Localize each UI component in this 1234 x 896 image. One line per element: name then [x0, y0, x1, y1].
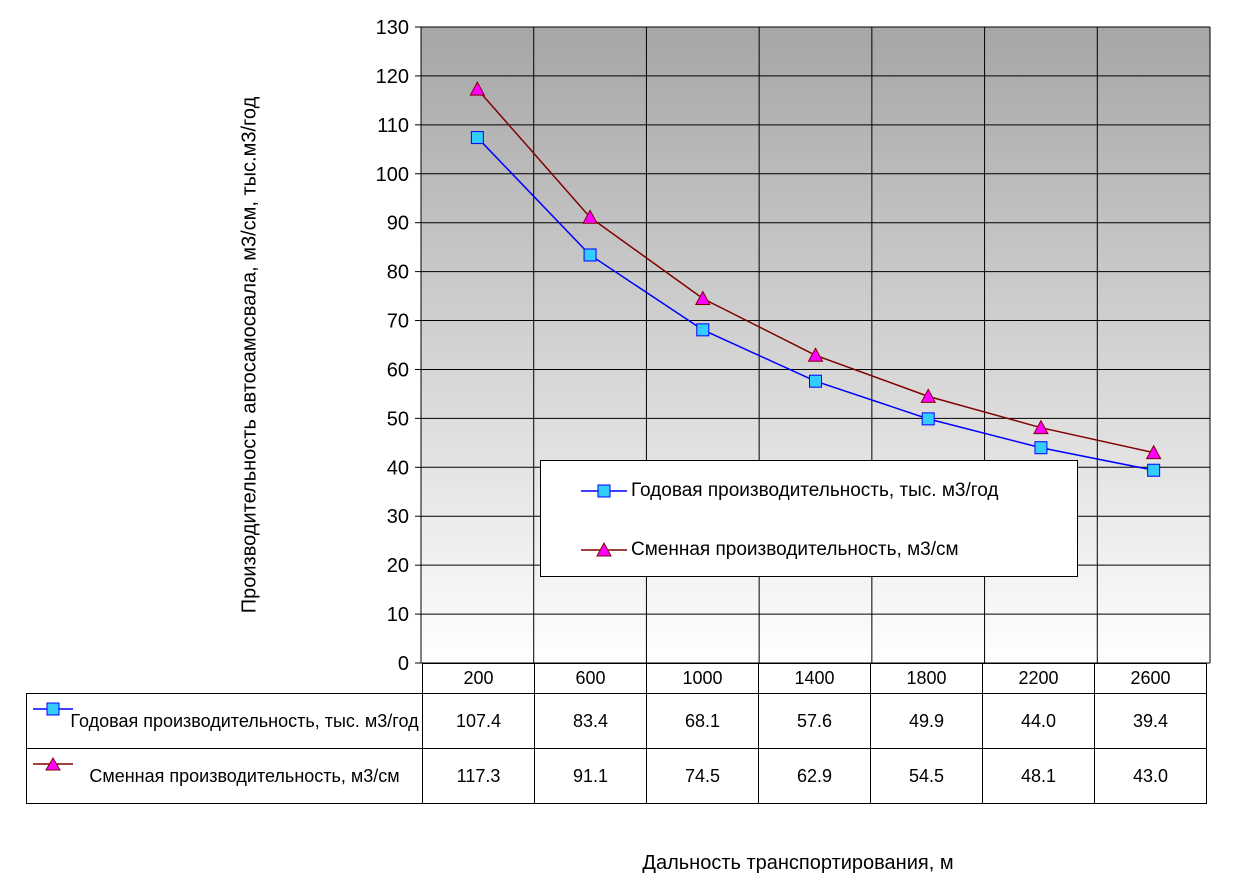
y-tick-label: 40: [387, 457, 409, 479]
triangle-marker-icon: [33, 757, 73, 771]
table-cell: 117.3: [422, 748, 535, 804]
legend: Годовая производительность, тыс. м3/год …: [540, 460, 1078, 577]
table-cell: 44.0: [982, 693, 1095, 749]
x-category-label: 600: [534, 663, 647, 694]
x-category-label: 2200: [982, 663, 1095, 694]
table-cell: 39.4: [1094, 693, 1207, 749]
table-row-annual: Годовая производительность, тыс. м3/год …: [26, 693, 1207, 749]
square-marker-icon: [581, 484, 627, 498]
data-point: [582, 209, 598, 224]
data-point: [1034, 441, 1048, 455]
table-cell: 83.4: [534, 693, 647, 749]
table-cell: 62.9: [758, 748, 871, 804]
x-category-label: 200: [422, 663, 535, 694]
legend-label-annual: Годовая производительность, тыс. м3/год: [631, 480, 999, 501]
table-cell: 48.1: [982, 748, 1095, 804]
table-cell: 54.5: [870, 748, 983, 804]
data-point: [809, 374, 822, 388]
y-tick-label: 70: [387, 311, 409, 333]
table-cell: 74.5: [646, 748, 759, 804]
table-series-name: Сменная производительность, м3/см: [89, 766, 400, 786]
y-tick-label: 20: [387, 555, 409, 577]
square-marker-icon: [33, 702, 73, 716]
y-tick-label: 120: [376, 66, 409, 88]
x-axis-title: Дальность транспортирования, м: [642, 852, 954, 874]
table-cell: 91.1: [534, 748, 647, 804]
data-point: [694, 290, 711, 306]
table-series-name: Годовая производительность, тыс. м3/год: [70, 711, 419, 731]
data-point: [1147, 463, 1161, 477]
x-category-label: 1800: [870, 663, 983, 694]
y-tick-label: 130: [376, 17, 409, 39]
data-point: [469, 81, 486, 96]
data-point: [920, 388, 937, 403]
y-tick-label: 50: [387, 408, 409, 430]
legend-label-shift: Сменная производительность, м3/см: [631, 539, 959, 560]
table-series-label-annual: Годовая производительность, тыс. м3/год: [26, 693, 423, 749]
data-point: [807, 347, 824, 362]
data-point: [921, 412, 935, 426]
data-point: [583, 248, 597, 262]
data-point: [696, 323, 710, 337]
table-cell: 43.0: [1094, 748, 1207, 804]
legend-entry-annual: Годовая производительность, тыс. м3/год: [581, 480, 999, 502]
y-tick-label: 60: [387, 359, 409, 381]
table-header-row: 200 600 1000 1400 1800 2200 2600: [26, 663, 1207, 694]
table-cell: 57.6: [758, 693, 871, 749]
table-cell: 107.4: [422, 693, 535, 749]
data-point: [1145, 444, 1162, 460]
x-category-label: 1400: [758, 663, 871, 694]
data-table: 200 600 1000 1400 1800 2200 2600 Годовая…: [26, 663, 1207, 804]
table-row-shift: Сменная производительность, м3/см 117.3 …: [26, 748, 1207, 804]
table-cell: 68.1: [646, 693, 759, 749]
y-axis-title: Производительность автосамосвала, м3/см,…: [238, 96, 261, 614]
data-point: [470, 131, 484, 145]
table-series-label-shift: Сменная производительность, м3/см: [26, 748, 423, 804]
x-category-label: 2600: [1094, 663, 1207, 694]
y-tick-label: 90: [387, 213, 409, 235]
y-tick-label: 30: [387, 506, 409, 528]
y-tick-label: 80: [387, 262, 409, 284]
table-cell: 49.9: [870, 693, 983, 749]
x-category-label: 1000: [646, 663, 759, 694]
y-tick-label: 110: [377, 115, 409, 137]
table-corner: [26, 663, 423, 694]
data-point: [1033, 419, 1049, 435]
triangle-marker-icon: [581, 541, 627, 557]
y-tick-label: 10: [387, 604, 409, 626]
y-tick-label: 100: [376, 164, 409, 186]
legend-entry-shift: Сменная производительность, м3/см: [581, 539, 959, 561]
